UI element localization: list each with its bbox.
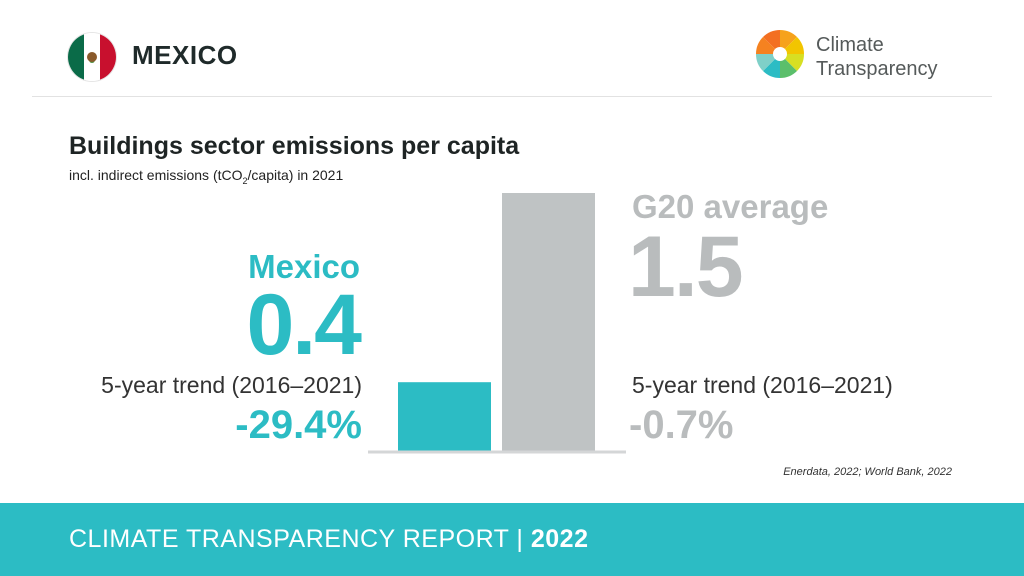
- bar-g20-average: [502, 193, 595, 451]
- mexico-flag-icon: [68, 33, 116, 81]
- mexico-value: 0.4: [246, 277, 362, 373]
- logo-text: Climate Transparency: [816, 33, 938, 81]
- climate-transparency-logo-icon: [755, 29, 805, 79]
- footer-title: CLIMATE TRANSPARENCY REPORT | 2022: [69, 525, 589, 553]
- chart-title: Buildings sector emissions per capita: [69, 132, 520, 160]
- g20-trend-value: -0.7%: [629, 403, 734, 447]
- footer: CLIMATE TRANSPARENCY REPORT | 2022: [0, 503, 1024, 576]
- chart-subtitle: incl. indirect emissions (tCO2/capita) i…: [69, 167, 344, 186]
- logo-line-1: Climate: [816, 34, 884, 56]
- mexico-trend-label: 5-year trend (2016–2021): [101, 372, 362, 398]
- g20-trend-label: 5-year trend (2016–2021): [632, 372, 893, 398]
- logo-line-2: Transparency: [816, 58, 938, 80]
- header-divider: [32, 96, 992, 97]
- g20-label: G20 average: [632, 188, 829, 225]
- header: MEXICO Climate Transparency: [0, 0, 1024, 97]
- bar-mexico: [398, 382, 491, 451]
- mexico-trend-value: -29.4%: [235, 403, 362, 447]
- g20-value: 1.5: [628, 219, 744, 315]
- source-note: Enerdata, 2022; World Bank, 2022: [783, 466, 952, 478]
- country-name: MEXICO: [132, 40, 238, 70]
- mexico-label: Mexico: [248, 248, 360, 285]
